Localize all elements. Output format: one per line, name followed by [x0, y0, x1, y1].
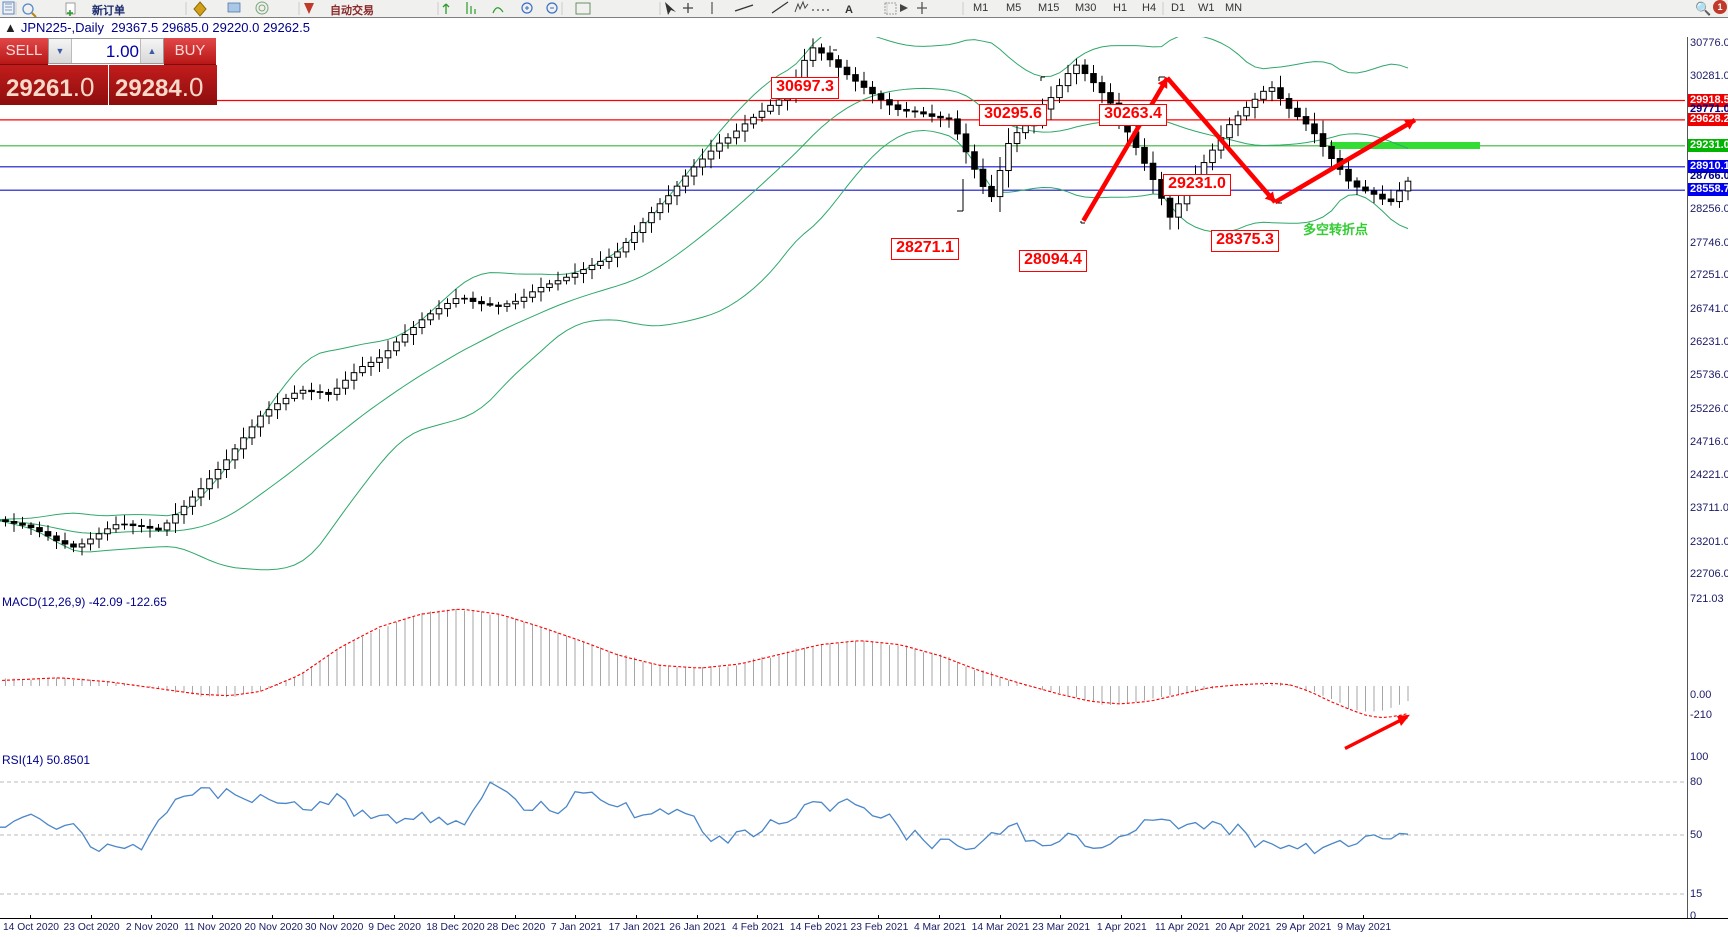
svg-text:A: A: [845, 4, 853, 16]
